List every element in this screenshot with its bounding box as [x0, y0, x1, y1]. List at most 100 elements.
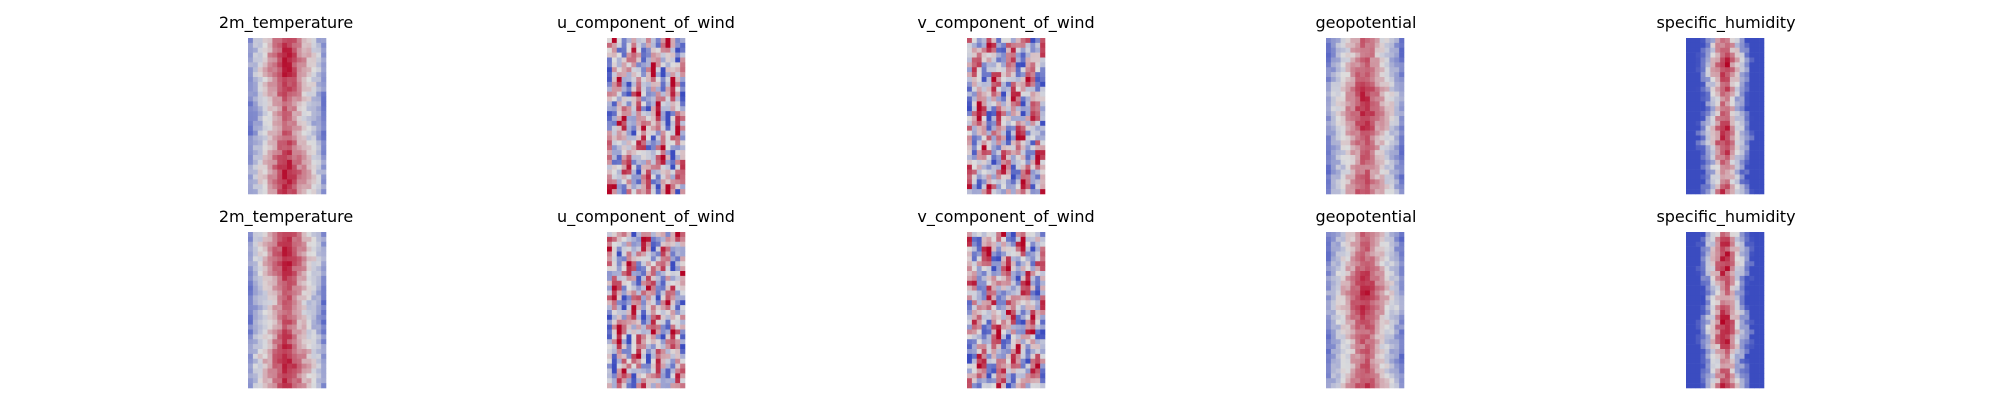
- heatmap-cell: [1040, 47, 1046, 53]
- heatmap-cell: [1030, 329, 1036, 335]
- heatmap-cell: [316, 236, 322, 243]
- heatmap-cell: [631, 86, 637, 92]
- heatmap-cell: [655, 130, 661, 136]
- heatmap-cell: [607, 189, 613, 195]
- heatmap-cell: [272, 349, 278, 355]
- heatmap-cell: [660, 300, 666, 306]
- heatmap-cell: [1715, 81, 1721, 88]
- heatmap-cell: [1025, 67, 1031, 73]
- heatmap-cell: [636, 266, 642, 272]
- heatmap-cell: [291, 135, 298, 141]
- heatmap-cell: [321, 236, 327, 243]
- heatmap-cell: [1729, 285, 1736, 291]
- heatmap-cell: [272, 290, 278, 296]
- heatmap-cell: [971, 368, 978, 374]
- heatmap-cell: [306, 62, 312, 68]
- heatmap-cell: [1035, 344, 1041, 350]
- heatmap-cell: [967, 81, 973, 88]
- heatmap-cell: [641, 305, 647, 311]
- heatmap-cell: [311, 373, 317, 379]
- heatmap-cell: [1759, 241, 1765, 247]
- heatmap-cell: [655, 285, 661, 291]
- heatmap-cell: [1754, 305, 1760, 311]
- heatmap-cell: [1020, 305, 1026, 311]
- heatmap-cell: [1006, 349, 1012, 355]
- heatmap-cell: [1350, 189, 1356, 195]
- heatmap-cell: [1379, 358, 1385, 364]
- heatmap-cell: [981, 232, 987, 238]
- heatmap-cell: [1355, 324, 1361, 330]
- heatmap-cell: [1759, 236, 1765, 243]
- heatmap-cell: [1754, 324, 1760, 330]
- heatmap-cell: [631, 130, 637, 136]
- heatmap-cell: [1744, 101, 1750, 107]
- heatmap-cell: [607, 324, 613, 330]
- heatmap-cell: [967, 159, 973, 166]
- heatmap-cell: [670, 130, 676, 136]
- heatmap-cell: [1374, 246, 1380, 252]
- heatmap-cell: [287, 241, 293, 247]
- heatmap-cell: [301, 120, 307, 127]
- heatmap-cell: [282, 236, 288, 243]
- heatmap-cell: [1330, 86, 1337, 92]
- heatmap-cell: [646, 295, 652, 301]
- heatmap-cell: [296, 111, 302, 117]
- heatmap-cell: [986, 261, 992, 267]
- heatmap-cell: [986, 38, 992, 44]
- heatmap-cell: [301, 91, 307, 97]
- heatmap-cell: [996, 38, 1002, 44]
- heatmap-cell: [1700, 130, 1706, 136]
- heatmap-cell: [611, 290, 618, 296]
- heatmap-cell: [631, 169, 637, 175]
- heatmap-cell: [296, 290, 302, 296]
- heatmap-cell: [670, 246, 676, 252]
- heatmap-cell: [636, 363, 642, 369]
- heatmap-cell: [248, 271, 254, 277]
- heatmap-cell: [621, 266, 627, 272]
- heatmap-cell: [1729, 140, 1736, 146]
- heatmap-cell: [316, 125, 322, 131]
- heatmap-cell: [991, 246, 997, 252]
- heatmap-cell: [262, 159, 268, 166]
- heatmap-cell: [272, 169, 278, 175]
- heatmap-cell: [1379, 179, 1385, 185]
- heatmap-cell: [1030, 344, 1036, 350]
- heatmap-cell: [1369, 72, 1376, 78]
- heatmap-cell: [1006, 383, 1012, 389]
- heatmap-cell: [1040, 310, 1046, 316]
- heatmap-cell: [650, 290, 657, 296]
- heatmap-cell: [1379, 67, 1385, 73]
- heatmap-cell: [616, 140, 622, 146]
- heatmap-cell: [996, 135, 1002, 141]
- heatmap-cell: [1394, 72, 1400, 78]
- heatmap-cell: [1040, 67, 1046, 73]
- heatmap-cell: [1744, 57, 1750, 63]
- heatmap-cell: [981, 256, 987, 262]
- heatmap-cell: [321, 256, 327, 262]
- heatmap-cell: [680, 116, 686, 122]
- heatmap-cell: [636, 290, 642, 296]
- heatmap-cell: [675, 358, 681, 364]
- heatmap-cell: [1369, 246, 1376, 252]
- heatmap-cell: [262, 300, 268, 306]
- heatmap-cell: [1759, 57, 1765, 63]
- heatmap-cell: [1369, 319, 1376, 325]
- heatmap-cell: [991, 329, 997, 335]
- heatmap-cell: [991, 319, 997, 325]
- heatmap-cell: [1690, 38, 1697, 44]
- heatmap-cell: [257, 57, 263, 63]
- heatmap-cell: [311, 334, 317, 340]
- heatmap-cell: [1035, 169, 1041, 175]
- heatmap-cell: [287, 120, 293, 127]
- heatmap-cell: [1001, 334, 1007, 340]
- heatmap-cell: [1686, 81, 1692, 88]
- heatmap-cell: [1350, 130, 1356, 136]
- heatmap-cell: [1399, 310, 1405, 316]
- heatmap-cell: [262, 349, 268, 355]
- heatmap-cell: [986, 300, 992, 306]
- heatmap-cell: [1335, 300, 1341, 306]
- heatmap-cell: [1754, 319, 1760, 325]
- heatmap-cell: [1035, 52, 1041, 58]
- heatmap-cell: [611, 111, 618, 117]
- heatmap-cell: [252, 339, 259, 345]
